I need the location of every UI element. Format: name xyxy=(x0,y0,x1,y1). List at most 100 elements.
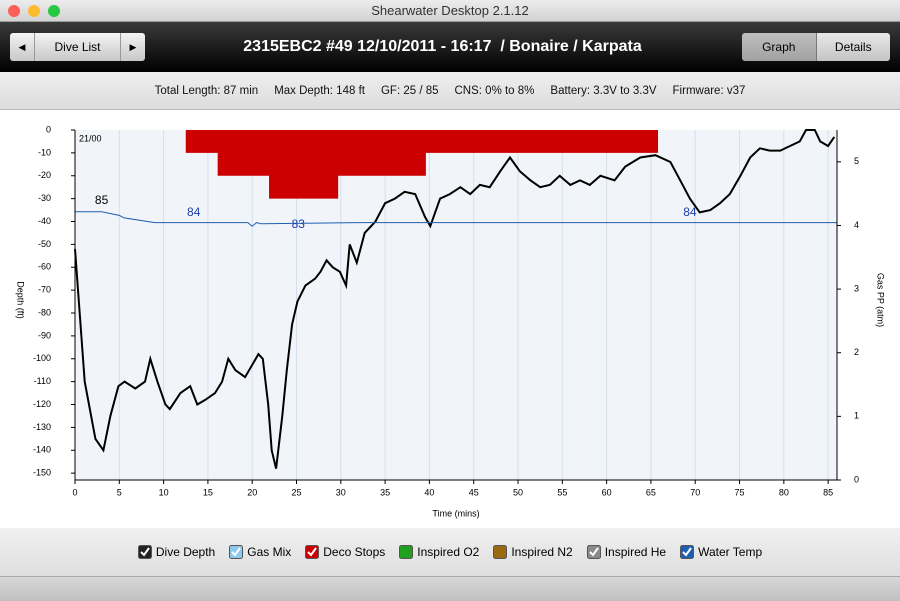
x-tick-label: 25 xyxy=(292,487,302,497)
checkbox-box xyxy=(493,545,508,559)
y2-tick-label: 3 xyxy=(854,283,859,293)
info-item: Firmware: v37 xyxy=(672,84,746,97)
y-tick-label: -140 xyxy=(33,445,51,455)
x-tick-label: 35 xyxy=(380,487,390,497)
y2-tick-label: 1 xyxy=(854,411,859,421)
checkbox[interactable] xyxy=(137,545,152,559)
y-tick-label: -80 xyxy=(38,307,51,317)
y-tick-label: 0 xyxy=(46,124,51,134)
x-tick-label: 85 xyxy=(823,487,833,497)
y-tick-label: -20 xyxy=(38,170,51,180)
y-tick-label: -120 xyxy=(33,399,51,409)
y-tick-label: -10 xyxy=(38,147,51,157)
x-tick-label: 40 xyxy=(424,487,434,497)
minimize-button[interactable] xyxy=(28,5,40,17)
dive-title: 2315EBC2 #49 12/10/2011 - 16:17 / Bonair… xyxy=(243,38,642,55)
x-tick-label: 30 xyxy=(336,487,346,497)
legend-label: Water Temp xyxy=(698,545,763,559)
x-tick-label: 50 xyxy=(513,487,523,497)
title-bar: Shearwater Desktop 2.1.12 xyxy=(0,0,900,22)
tab[interactable]: Graph xyxy=(742,33,817,61)
tab[interactable]: Details xyxy=(816,33,890,61)
y-axis-label: Depth (ft) xyxy=(16,281,26,319)
legend-item[interactable]: Inspired He xyxy=(586,545,667,559)
x-tick-label: 20 xyxy=(247,487,257,497)
y-tick-label: -50 xyxy=(38,239,51,249)
view-tabs: Graph Details xyxy=(742,33,890,61)
checkbox[interactable] xyxy=(399,545,414,559)
dive-list-button[interactable]: Dive List xyxy=(34,33,121,61)
legend-label: Dive Depth xyxy=(155,545,216,559)
x-tick-label: 10 xyxy=(159,487,169,497)
checkbox-box xyxy=(399,545,414,559)
info-item: Battery: 3.3V to 3.3V xyxy=(550,84,657,97)
x-tick-label: 45 xyxy=(469,487,479,497)
x-tick-label: 60 xyxy=(602,487,612,497)
plot-area xyxy=(75,130,837,480)
y-tick-label: -130 xyxy=(33,422,51,432)
legend-item[interactable]: Deco Stops xyxy=(305,545,385,559)
info-item: Total Length: 87 min xyxy=(154,84,259,97)
y-tick-label: -40 xyxy=(38,216,51,226)
status-bar xyxy=(0,576,900,601)
close-button[interactable] xyxy=(8,5,20,17)
y2-tick-label: 4 xyxy=(854,220,859,230)
dive-nav: ◀ Dive List ▶ xyxy=(10,33,145,61)
x-tick-label: 55 xyxy=(557,487,567,497)
x-tick-label: 65 xyxy=(646,487,656,497)
x-axis-label: Time (mins) xyxy=(432,508,479,518)
info-item: CNS: 0% to 8% xyxy=(454,84,535,97)
legend-item[interactable]: Inspired O2 xyxy=(399,545,479,559)
temp-label: 84 xyxy=(683,205,697,219)
temp-line xyxy=(75,211,837,227)
y-tick-label: -90 xyxy=(38,330,51,340)
y-tick-label: -100 xyxy=(33,353,51,363)
legend: Dive Depth Gas Mix Deco Stops Inspired O2 In… xyxy=(0,528,900,576)
legend-label: Gas Mix xyxy=(247,545,292,559)
legend-item[interactable]: Gas Mix xyxy=(229,545,291,559)
next-button[interactable]: ▶ xyxy=(129,41,137,52)
checkbox[interactable] xyxy=(680,545,695,559)
info-item: Max Depth: 148 ft xyxy=(274,84,365,97)
info-bar: Total Length: 87 min Max Depth: 148 ft GF:… xyxy=(0,72,900,110)
y2-tick-label: 2 xyxy=(854,347,859,357)
legend-label: Inspired O2 xyxy=(417,545,480,559)
prev-button[interactable]: ◀ xyxy=(18,41,26,52)
x-tick-label: 0 xyxy=(72,487,77,497)
zoom-button[interactable] xyxy=(48,5,60,17)
legend-item[interactable]: Inspired N2 xyxy=(493,545,573,559)
temp-label: 83 xyxy=(292,217,306,231)
legend-label: Inspired N2 xyxy=(511,545,573,559)
chart: 0 5 10 15 20 25 30 35 40 45 50 55 60 65 70 75 80 850-10-2… xyxy=(0,110,900,528)
y2-axis-label: Gas PP (atm) xyxy=(876,273,886,327)
checkbox[interactable] xyxy=(586,545,601,559)
check-mark xyxy=(682,547,692,557)
legend-label: Deco Stops xyxy=(323,545,386,559)
checkbox[interactable] xyxy=(493,545,508,559)
x-tick-label: 75 xyxy=(735,487,745,497)
y2-tick-label: 5 xyxy=(854,156,859,166)
y2-tick-label: 0 xyxy=(854,474,859,484)
check-mark xyxy=(589,547,599,557)
check-mark xyxy=(307,547,318,557)
legend-label: Inspired He xyxy=(604,545,667,559)
x-tick-label: 5 xyxy=(117,487,122,497)
deco-stop xyxy=(269,130,339,199)
window-title: Shearwater Desktop 2.1.12 xyxy=(371,3,529,18)
y-tick-label: -70 xyxy=(38,285,51,295)
y-tick-label: -150 xyxy=(33,468,51,478)
legend-item[interactable]: Water Temp xyxy=(680,545,762,559)
depth-line xyxy=(74,129,836,469)
y-tick-label: -110 xyxy=(34,376,51,386)
legend-item[interactable]: Dive Depth xyxy=(137,545,216,559)
x-tick-label: 15 xyxy=(203,487,213,497)
x-tick-label: 80 xyxy=(779,487,789,497)
checkbox[interactable] xyxy=(305,545,320,559)
y-tick-label: -30 xyxy=(38,193,51,203)
gas-mix-label: 21/00 xyxy=(79,133,102,143)
temp-label: 85 xyxy=(95,193,109,207)
toolbar: ◀ Dive List ▶ 2315EBC2 #49 12/10/2011 - … xyxy=(0,22,900,72)
check-mark xyxy=(231,547,242,557)
checkbox[interactable] xyxy=(229,545,244,559)
x-tick-label: 70 xyxy=(690,487,700,497)
